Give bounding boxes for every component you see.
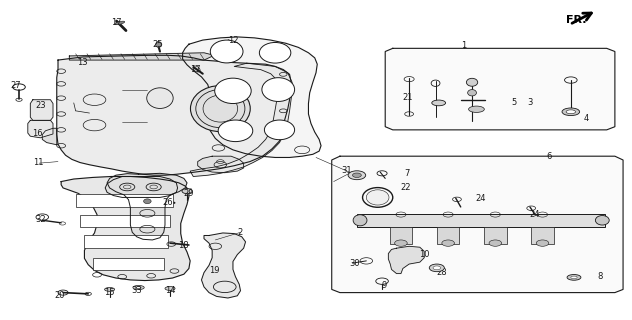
Polygon shape bbox=[30, 100, 53, 120]
Ellipse shape bbox=[468, 90, 477, 96]
Text: 11: 11 bbox=[33, 158, 43, 167]
Bar bbox=[93, 258, 164, 270]
Ellipse shape bbox=[468, 106, 484, 112]
Ellipse shape bbox=[190, 86, 250, 132]
Polygon shape bbox=[105, 177, 178, 197]
Text: 5: 5 bbox=[511, 98, 517, 107]
Polygon shape bbox=[386, 48, 615, 130]
Bar bbox=[531, 227, 554, 244]
Text: 18: 18 bbox=[179, 241, 189, 250]
Text: 32: 32 bbox=[35, 215, 46, 224]
Text: 15: 15 bbox=[104, 288, 115, 297]
Text: 10: 10 bbox=[419, 250, 430, 259]
Ellipse shape bbox=[259, 43, 291, 63]
Polygon shape bbox=[70, 53, 214, 60]
Text: 8: 8 bbox=[598, 272, 603, 281]
Text: 6: 6 bbox=[546, 152, 552, 161]
Ellipse shape bbox=[562, 108, 580, 116]
Ellipse shape bbox=[466, 78, 478, 86]
Ellipse shape bbox=[367, 190, 389, 205]
Text: 26: 26 bbox=[163, 198, 173, 207]
Ellipse shape bbox=[136, 287, 141, 288]
Ellipse shape bbox=[155, 42, 162, 47]
Polygon shape bbox=[183, 37, 321, 157]
Text: 27: 27 bbox=[10, 81, 21, 90]
Text: 13: 13 bbox=[76, 58, 87, 67]
Ellipse shape bbox=[218, 120, 253, 142]
Text: 17: 17 bbox=[190, 65, 200, 74]
Ellipse shape bbox=[262, 78, 295, 101]
Polygon shape bbox=[198, 156, 244, 173]
Bar bbox=[80, 215, 170, 227]
Polygon shape bbox=[61, 177, 190, 281]
Text: 21: 21 bbox=[402, 93, 413, 102]
Text: 19: 19 bbox=[209, 266, 219, 275]
Text: 28: 28 bbox=[437, 268, 447, 277]
Ellipse shape bbox=[143, 199, 151, 204]
Bar bbox=[389, 227, 412, 244]
Text: 12: 12 bbox=[228, 36, 238, 44]
Polygon shape bbox=[190, 63, 292, 177]
Text: 2: 2 bbox=[238, 228, 243, 237]
Ellipse shape bbox=[133, 285, 144, 290]
Ellipse shape bbox=[165, 287, 175, 290]
Circle shape bbox=[489, 240, 502, 246]
Polygon shape bbox=[107, 173, 187, 240]
Circle shape bbox=[353, 173, 362, 178]
Bar bbox=[484, 227, 507, 244]
Text: 23: 23 bbox=[35, 101, 46, 110]
Ellipse shape bbox=[215, 78, 251, 104]
Ellipse shape bbox=[353, 215, 367, 226]
Text: 17: 17 bbox=[111, 18, 121, 27]
Circle shape bbox=[429, 264, 444, 272]
Text: 33: 33 bbox=[131, 286, 142, 295]
Text: 7: 7 bbox=[404, 169, 410, 178]
Circle shape bbox=[433, 266, 441, 270]
Ellipse shape bbox=[264, 120, 295, 140]
Circle shape bbox=[182, 188, 192, 194]
Ellipse shape bbox=[566, 110, 576, 114]
Bar bbox=[437, 227, 459, 244]
Polygon shape bbox=[42, 128, 57, 145]
Ellipse shape bbox=[147, 88, 173, 108]
Ellipse shape bbox=[210, 40, 243, 63]
Circle shape bbox=[348, 171, 366, 180]
Text: 30: 30 bbox=[349, 259, 360, 268]
Text: 29: 29 bbox=[184, 189, 194, 198]
Text: FR.: FR. bbox=[566, 15, 587, 25]
Bar bbox=[357, 214, 605, 227]
Polygon shape bbox=[332, 156, 623, 292]
Text: 16: 16 bbox=[33, 130, 43, 139]
Bar bbox=[76, 194, 173, 207]
Ellipse shape bbox=[432, 100, 446, 106]
Circle shape bbox=[394, 240, 407, 246]
Text: 3: 3 bbox=[527, 98, 533, 107]
Circle shape bbox=[536, 240, 549, 246]
Text: 14: 14 bbox=[165, 286, 175, 295]
Ellipse shape bbox=[595, 215, 609, 225]
Ellipse shape bbox=[104, 288, 114, 291]
Text: 22: 22 bbox=[400, 183, 411, 192]
Polygon shape bbox=[388, 246, 424, 274]
Ellipse shape bbox=[114, 21, 125, 25]
Ellipse shape bbox=[571, 276, 577, 279]
Polygon shape bbox=[57, 55, 291, 175]
Ellipse shape bbox=[567, 275, 581, 280]
Text: 4: 4 bbox=[584, 114, 589, 123]
Text: 1: 1 bbox=[461, 41, 466, 50]
Polygon shape bbox=[202, 233, 245, 298]
Text: 25: 25 bbox=[152, 40, 162, 49]
Text: 31: 31 bbox=[341, 166, 351, 175]
Text: 20: 20 bbox=[54, 291, 64, 300]
Circle shape bbox=[442, 240, 454, 246]
Text: 24: 24 bbox=[476, 194, 486, 203]
Polygon shape bbox=[28, 120, 53, 138]
Bar bbox=[85, 236, 168, 248]
Text: 24: 24 bbox=[530, 210, 540, 219]
Text: 9: 9 bbox=[381, 281, 387, 290]
